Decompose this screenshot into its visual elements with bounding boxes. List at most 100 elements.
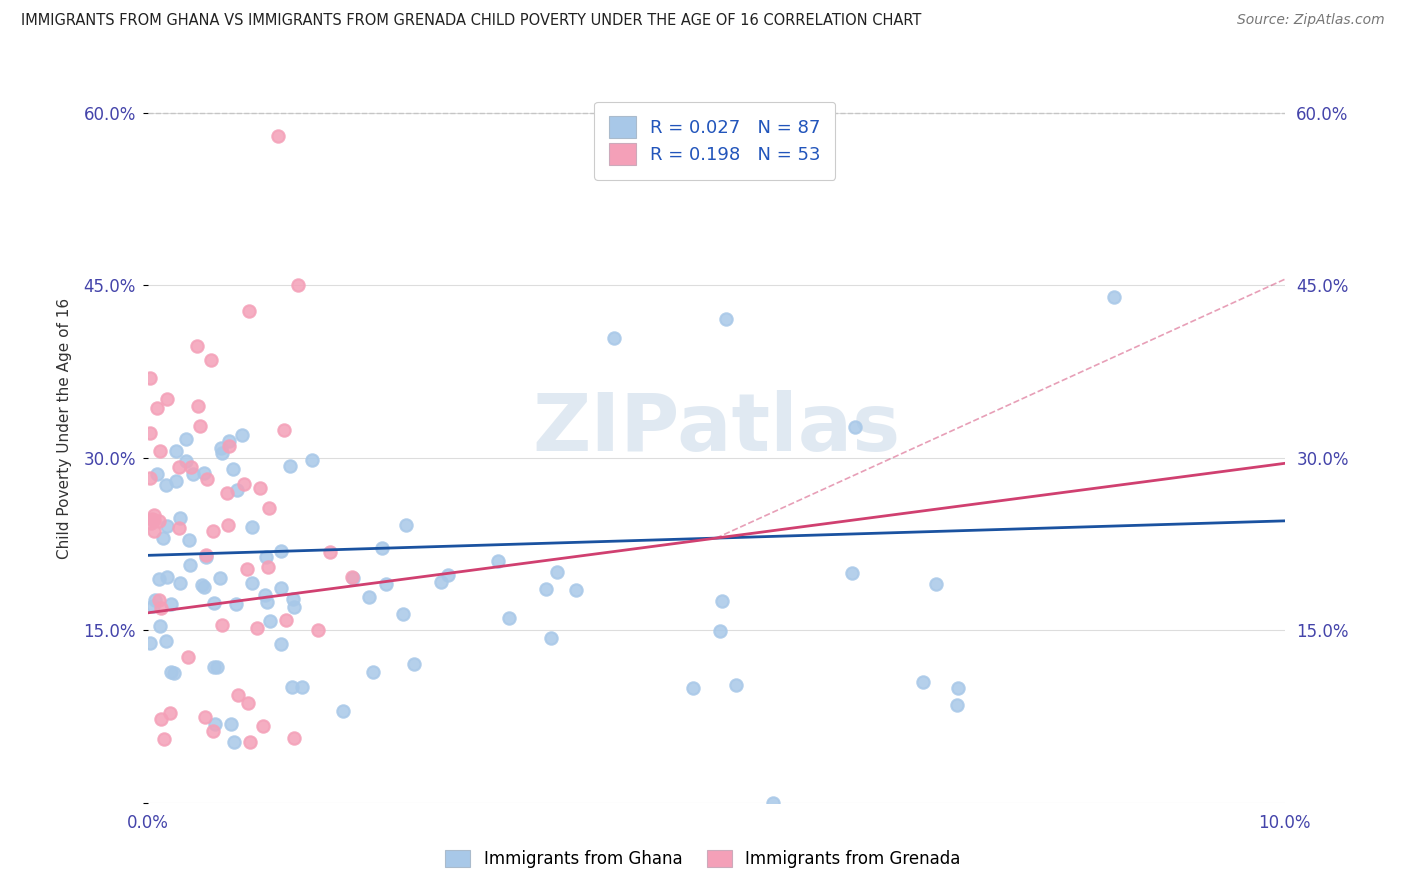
- Point: [256, 560, 278, 574]
- Point: [252, 719, 274, 733]
- Point: [716, 312, 738, 326]
- Point: [486, 554, 509, 568]
- Point: [332, 704, 354, 718]
- Point: [236, 561, 259, 575]
- Point: [254, 587, 277, 601]
- Point: [430, 574, 453, 589]
- Point: [180, 460, 202, 475]
- Point: [273, 423, 295, 437]
- Point: [139, 516, 162, 530]
- Point: [165, 475, 187, 489]
- Point: [200, 352, 222, 367]
- Text: Source: ZipAtlas.com: Source: ZipAtlas.com: [1237, 13, 1385, 28]
- Point: [163, 666, 186, 681]
- Point: [436, 568, 458, 582]
- Point: [195, 548, 218, 562]
- Point: [194, 710, 217, 724]
- Point: [177, 533, 200, 547]
- Point: [709, 624, 731, 639]
- Point: [143, 524, 166, 539]
- Point: [226, 483, 249, 497]
- Point: [139, 636, 162, 650]
- Point: [145, 467, 167, 482]
- Point: [246, 621, 269, 635]
- Point: [139, 425, 162, 440]
- Point: [142, 599, 165, 613]
- Point: [711, 593, 734, 607]
- Point: [139, 370, 162, 384]
- Point: [209, 571, 232, 585]
- Point: [259, 614, 281, 628]
- Point: [257, 501, 280, 516]
- Point: [181, 467, 204, 481]
- Legend: R = 0.027   N = 87, R = 0.198   N = 53: R = 0.027 N = 87, R = 0.198 N = 53: [595, 102, 835, 180]
- Point: [153, 732, 176, 747]
- Point: [152, 531, 174, 545]
- Point: [725, 678, 748, 692]
- Text: ZIPatlas: ZIPatlas: [531, 390, 900, 468]
- Point: [156, 570, 179, 584]
- Point: [179, 558, 201, 572]
- Point: [165, 443, 187, 458]
- Point: [145, 401, 167, 415]
- Point: [254, 550, 277, 565]
- Point: [169, 510, 191, 524]
- Point: [156, 518, 179, 533]
- Point: [148, 572, 170, 586]
- Point: [841, 566, 863, 580]
- Point: [361, 665, 384, 679]
- Point: [159, 706, 181, 721]
- Point: [946, 681, 969, 695]
- Point: [215, 486, 238, 500]
- Point: [193, 580, 215, 594]
- Point: [149, 712, 172, 726]
- Point: [155, 478, 177, 492]
- Point: [202, 596, 225, 610]
- Point: [218, 434, 240, 448]
- Point: [249, 481, 271, 495]
- Point: [1102, 290, 1125, 304]
- Point: [155, 634, 177, 648]
- Point: [167, 521, 190, 535]
- Point: [188, 418, 211, 433]
- Point: [141, 512, 163, 526]
- Point: [274, 613, 297, 627]
- Point: [912, 675, 935, 690]
- Point: [270, 637, 292, 651]
- Point: [946, 698, 969, 712]
- Point: [149, 444, 172, 458]
- Point: [270, 581, 292, 595]
- Point: [186, 339, 208, 353]
- Point: [565, 582, 588, 597]
- Point: [233, 477, 256, 491]
- Point: [283, 592, 305, 607]
- Point: [357, 590, 380, 604]
- Point: [291, 680, 314, 694]
- Point: [143, 592, 166, 607]
- Point: [174, 432, 197, 446]
- Point: [201, 524, 224, 539]
- Point: [238, 304, 260, 318]
- Point: [536, 582, 558, 596]
- Point: [283, 731, 305, 745]
- Point: [682, 681, 704, 695]
- Point: [374, 577, 396, 591]
- Point: [209, 442, 232, 456]
- Point: [222, 735, 245, 749]
- Point: [169, 576, 191, 591]
- Point: [142, 508, 165, 522]
- Point: [318, 545, 340, 559]
- Point: [281, 680, 304, 694]
- Point: [194, 549, 217, 564]
- Point: [217, 517, 239, 532]
- Point: [301, 452, 323, 467]
- Point: [239, 735, 262, 749]
- Point: [762, 796, 785, 810]
- Text: IMMIGRANTS FROM GHANA VS IMMIGRANTS FROM GRENADA CHILD POVERTY UNDER THE AGE OF : IMMIGRANTS FROM GHANA VS IMMIGRANTS FROM…: [21, 13, 921, 29]
- Point: [148, 514, 170, 528]
- Point: [307, 623, 329, 637]
- Legend: Immigrants from Ghana, Immigrants from Grenada: Immigrants from Ghana, Immigrants from G…: [439, 843, 967, 875]
- Point: [498, 610, 520, 624]
- Point: [240, 520, 263, 534]
- Point: [371, 541, 394, 555]
